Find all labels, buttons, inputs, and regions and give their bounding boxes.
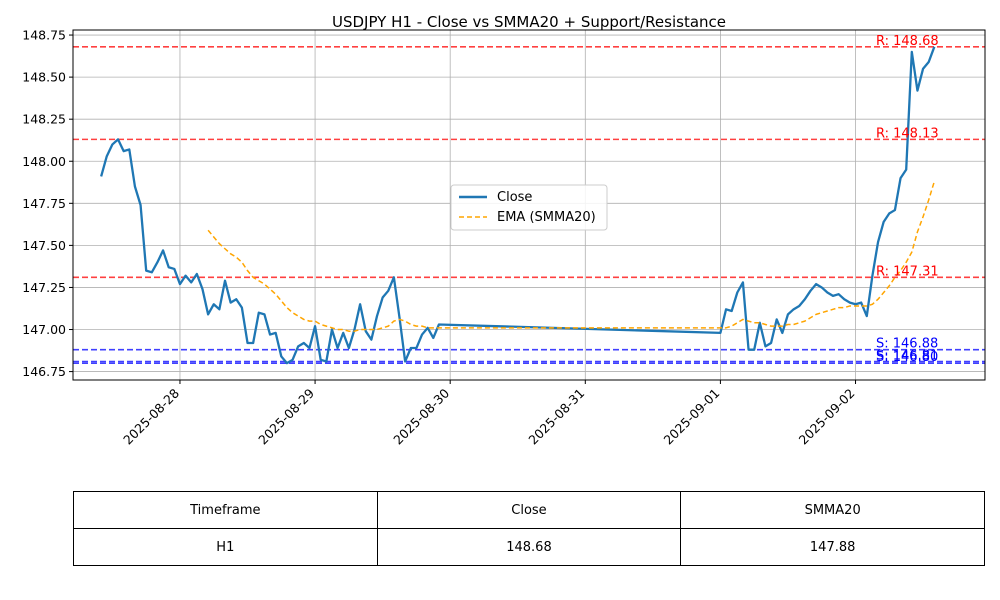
table-header-cell: Close xyxy=(376,491,682,529)
close-series-line xyxy=(100,46,936,365)
x-tick-label: 2025-09-02 xyxy=(796,386,858,448)
plot-frame xyxy=(72,29,986,381)
legend-label-close: Close xyxy=(497,190,532,205)
support-level-label: S: 146.88 xyxy=(876,337,938,352)
support-resistance-labels: R: 148.68 R: 148.13 R: 147.31 S: 146.88S: 1… xyxy=(876,34,939,365)
y-tick-label: 146.75 xyxy=(22,364,66,379)
legend-box xyxy=(450,184,608,231)
table-cell: 148.68 xyxy=(376,528,682,566)
legend-label-smma: EMA (SMMA20) xyxy=(497,210,596,225)
table-row: H1 148.68 147.88 xyxy=(73,528,985,566)
x-tick-label: 2025-08-29 xyxy=(255,385,317,447)
chart-title: USDJPY H1 - Close vs SMMA20 + Support/Re… xyxy=(332,13,726,31)
chart: USDJPY H1 - Close vs SMMA20 + Support/Re… xyxy=(22,13,986,447)
y-tick-label: 148.50 xyxy=(22,70,66,85)
y-tick-label: 147.25 xyxy=(22,280,66,295)
table-header-cell: Timeframe xyxy=(73,491,378,529)
legend: Close EMA (SMMA20) xyxy=(450,184,608,231)
table-cell: H1 xyxy=(73,528,378,566)
support-level-label: S: 146.81 xyxy=(876,348,938,363)
x-tick-label: 2025-08-28 xyxy=(120,385,182,447)
table-header-cell: SMMA20 xyxy=(680,491,985,529)
y-tick-label: 147.75 xyxy=(22,196,66,211)
x-axis: 2025-08-28 2025-08-29 2025-08-30 2025-08-31… xyxy=(120,380,858,447)
x-tick-label: 2025-09-01 xyxy=(661,386,723,448)
y-axis: 146.75 147.00 147.25 147.50 147.75 148.00 148.… xyxy=(22,28,73,379)
x-tick-label: 2025-08-31 xyxy=(525,386,587,448)
series-lines xyxy=(100,46,936,365)
y-tick-label: 148.75 xyxy=(22,28,66,43)
table-cell: 147.88 xyxy=(680,528,985,566)
y-tick-label: 148.00 xyxy=(22,154,66,169)
table-header-row: Timeframe Close SMMA20 xyxy=(73,491,985,529)
y-tick-label: 148.25 xyxy=(22,112,66,127)
y-tick-label: 147.50 xyxy=(22,238,66,253)
summary-table: Timeframe Close SMMA20 H1 148.68 147.88 xyxy=(73,491,985,566)
smma20-series-line xyxy=(207,181,936,332)
y-tick-label: 147.00 xyxy=(22,322,66,337)
x-tick-label: 2025-08-30 xyxy=(390,385,452,447)
resistance-level-label: R: 147.31 xyxy=(876,264,939,279)
support-level-label: S: 146.80 xyxy=(876,350,938,365)
support-resistance-lines xyxy=(73,46,985,364)
resistance-level-label: R: 148.68 xyxy=(876,34,939,49)
resistance-level-label: R: 148.13 xyxy=(876,126,939,141)
